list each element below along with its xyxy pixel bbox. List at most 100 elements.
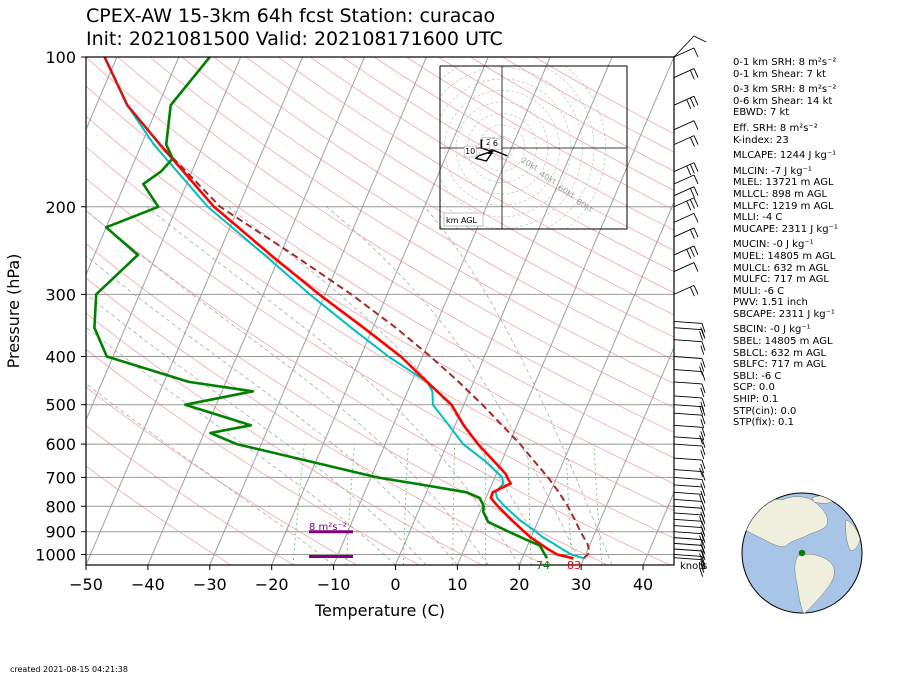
mixing-ratio-line xyxy=(527,444,532,565)
index-line: SBLI: -6 C xyxy=(733,370,782,382)
surface-dewpoint-label: 74 xyxy=(536,559,550,572)
dry-adiabat xyxy=(86,146,674,512)
dry-adiabat xyxy=(86,177,674,539)
wind-barb-flag xyxy=(693,120,699,130)
wind-barb-flag xyxy=(701,539,706,549)
wind-barb xyxy=(673,498,703,502)
wind-barb xyxy=(673,525,703,529)
wind-barb-flag xyxy=(689,286,695,297)
isotherm xyxy=(333,57,551,565)
index-line: EBWD: 7 kt xyxy=(733,107,790,119)
x-tick-label: −20 xyxy=(255,575,289,594)
moist-adiabat xyxy=(86,383,334,565)
y-tick-label: 900 xyxy=(45,523,76,542)
wind-barb xyxy=(673,548,703,552)
wind-barb-flag xyxy=(701,559,706,569)
wind-barb-flag xyxy=(689,97,695,108)
dry-adiabat xyxy=(86,386,357,565)
index-line: MUCAPE: 2311 J kg⁻¹ xyxy=(733,223,838,235)
y-tick-label: 400 xyxy=(45,348,76,367)
wind-barb-flag xyxy=(693,186,699,196)
wind-barb-flag xyxy=(700,463,705,474)
dry-adiabat xyxy=(86,465,232,565)
wind-barb-flag xyxy=(700,362,705,372)
wind-barb xyxy=(673,557,703,561)
moist-adiabat xyxy=(86,255,458,565)
north-america-land xyxy=(742,496,828,547)
wind-barb xyxy=(673,537,703,541)
wind-barb xyxy=(673,47,695,58)
dry-adiabat xyxy=(86,57,674,433)
dry-adiabat xyxy=(149,57,674,384)
wind-barb-flag xyxy=(693,135,699,145)
dry-adiabat xyxy=(86,312,483,565)
srh-label: 8 m²s⁻² xyxy=(309,522,347,533)
wind-barb xyxy=(673,436,703,440)
y-tick-label: 300 xyxy=(45,285,76,304)
wind-barb xyxy=(673,320,703,324)
wind-barb xyxy=(673,424,703,428)
y-axis-title: Pressure (hPa) xyxy=(4,254,23,369)
wind-barb-flag xyxy=(701,415,706,425)
wind-barb xyxy=(673,284,695,295)
index-line: 0-3 km SRH: 8 m²s⁻² xyxy=(733,84,837,96)
y-tick-label: 200 xyxy=(45,198,76,217)
wind-barb xyxy=(673,381,703,385)
mixing-ratio-line xyxy=(345,444,355,565)
chart-title-line-2: Init: 2021081500 Valid: 202108171600 UTC xyxy=(86,28,503,50)
isotherm xyxy=(580,346,674,565)
wind-barb-flag xyxy=(701,427,706,437)
x-tick-label: 40 xyxy=(633,575,653,594)
wind-barb-flag xyxy=(699,535,704,545)
wind-barb-flag xyxy=(693,262,699,272)
x-axis-title: Temperature (C) xyxy=(314,601,445,620)
isotherm xyxy=(86,57,304,565)
mixing-ratio-line xyxy=(484,444,487,565)
index-line: Eff. SRH: 8 m²s⁻² xyxy=(733,122,818,134)
wind-barb xyxy=(673,542,703,546)
isotherm xyxy=(147,57,365,565)
wind-barb-flag xyxy=(689,70,695,80)
wind-barb-flag xyxy=(693,35,707,43)
wind-barb xyxy=(673,491,703,495)
wind-barb-flag xyxy=(689,229,695,239)
index-line: MULI: -6 C xyxy=(733,285,785,297)
wind-barb-flag xyxy=(701,406,706,416)
wind-barb xyxy=(673,395,703,399)
wind-barb-flag xyxy=(686,201,692,211)
wind-barb xyxy=(673,443,703,447)
south-america-land xyxy=(794,554,835,613)
index-line: MLCIN: -7 J kg⁻¹ xyxy=(733,165,812,177)
isotherm xyxy=(209,57,427,565)
wind-barb-flag xyxy=(699,331,704,341)
wind-barb xyxy=(673,554,703,557)
wind-barb-flag xyxy=(701,550,706,561)
station-marker xyxy=(798,549,806,557)
moist-adiabat xyxy=(424,206,613,565)
index-line: MULFC: 717 m AGL xyxy=(733,274,829,286)
index-line: MLCAPE: 1244 J kg⁻¹ xyxy=(733,150,837,162)
index-line: SBCIN: -0 J kg⁻¹ xyxy=(733,324,811,336)
series-dewpoint-line xyxy=(93,57,549,559)
dry-adiabat xyxy=(86,277,545,565)
index-line: SCP: 0.0 xyxy=(733,382,775,394)
wind-barb-flag xyxy=(699,467,704,478)
wind-barb-flag xyxy=(701,341,706,351)
wind-barb-flag xyxy=(700,431,705,441)
moist-adiabat xyxy=(86,210,489,565)
isotherm xyxy=(395,57,613,565)
wind-barb-flag xyxy=(699,366,704,376)
wind-barb-flag xyxy=(689,137,695,147)
wind-barb-flag xyxy=(701,438,706,448)
isotherm xyxy=(86,57,180,276)
wind-barb-flag xyxy=(699,516,704,526)
mixing-ratio-line xyxy=(403,444,409,565)
index-line: STP(fix): 0.1 xyxy=(733,417,794,429)
wind-barb xyxy=(673,135,695,146)
wind-barb xyxy=(673,531,703,535)
wind-barb-flag xyxy=(701,445,706,456)
globe-land xyxy=(742,495,861,613)
wind-barb-flag xyxy=(686,99,692,109)
